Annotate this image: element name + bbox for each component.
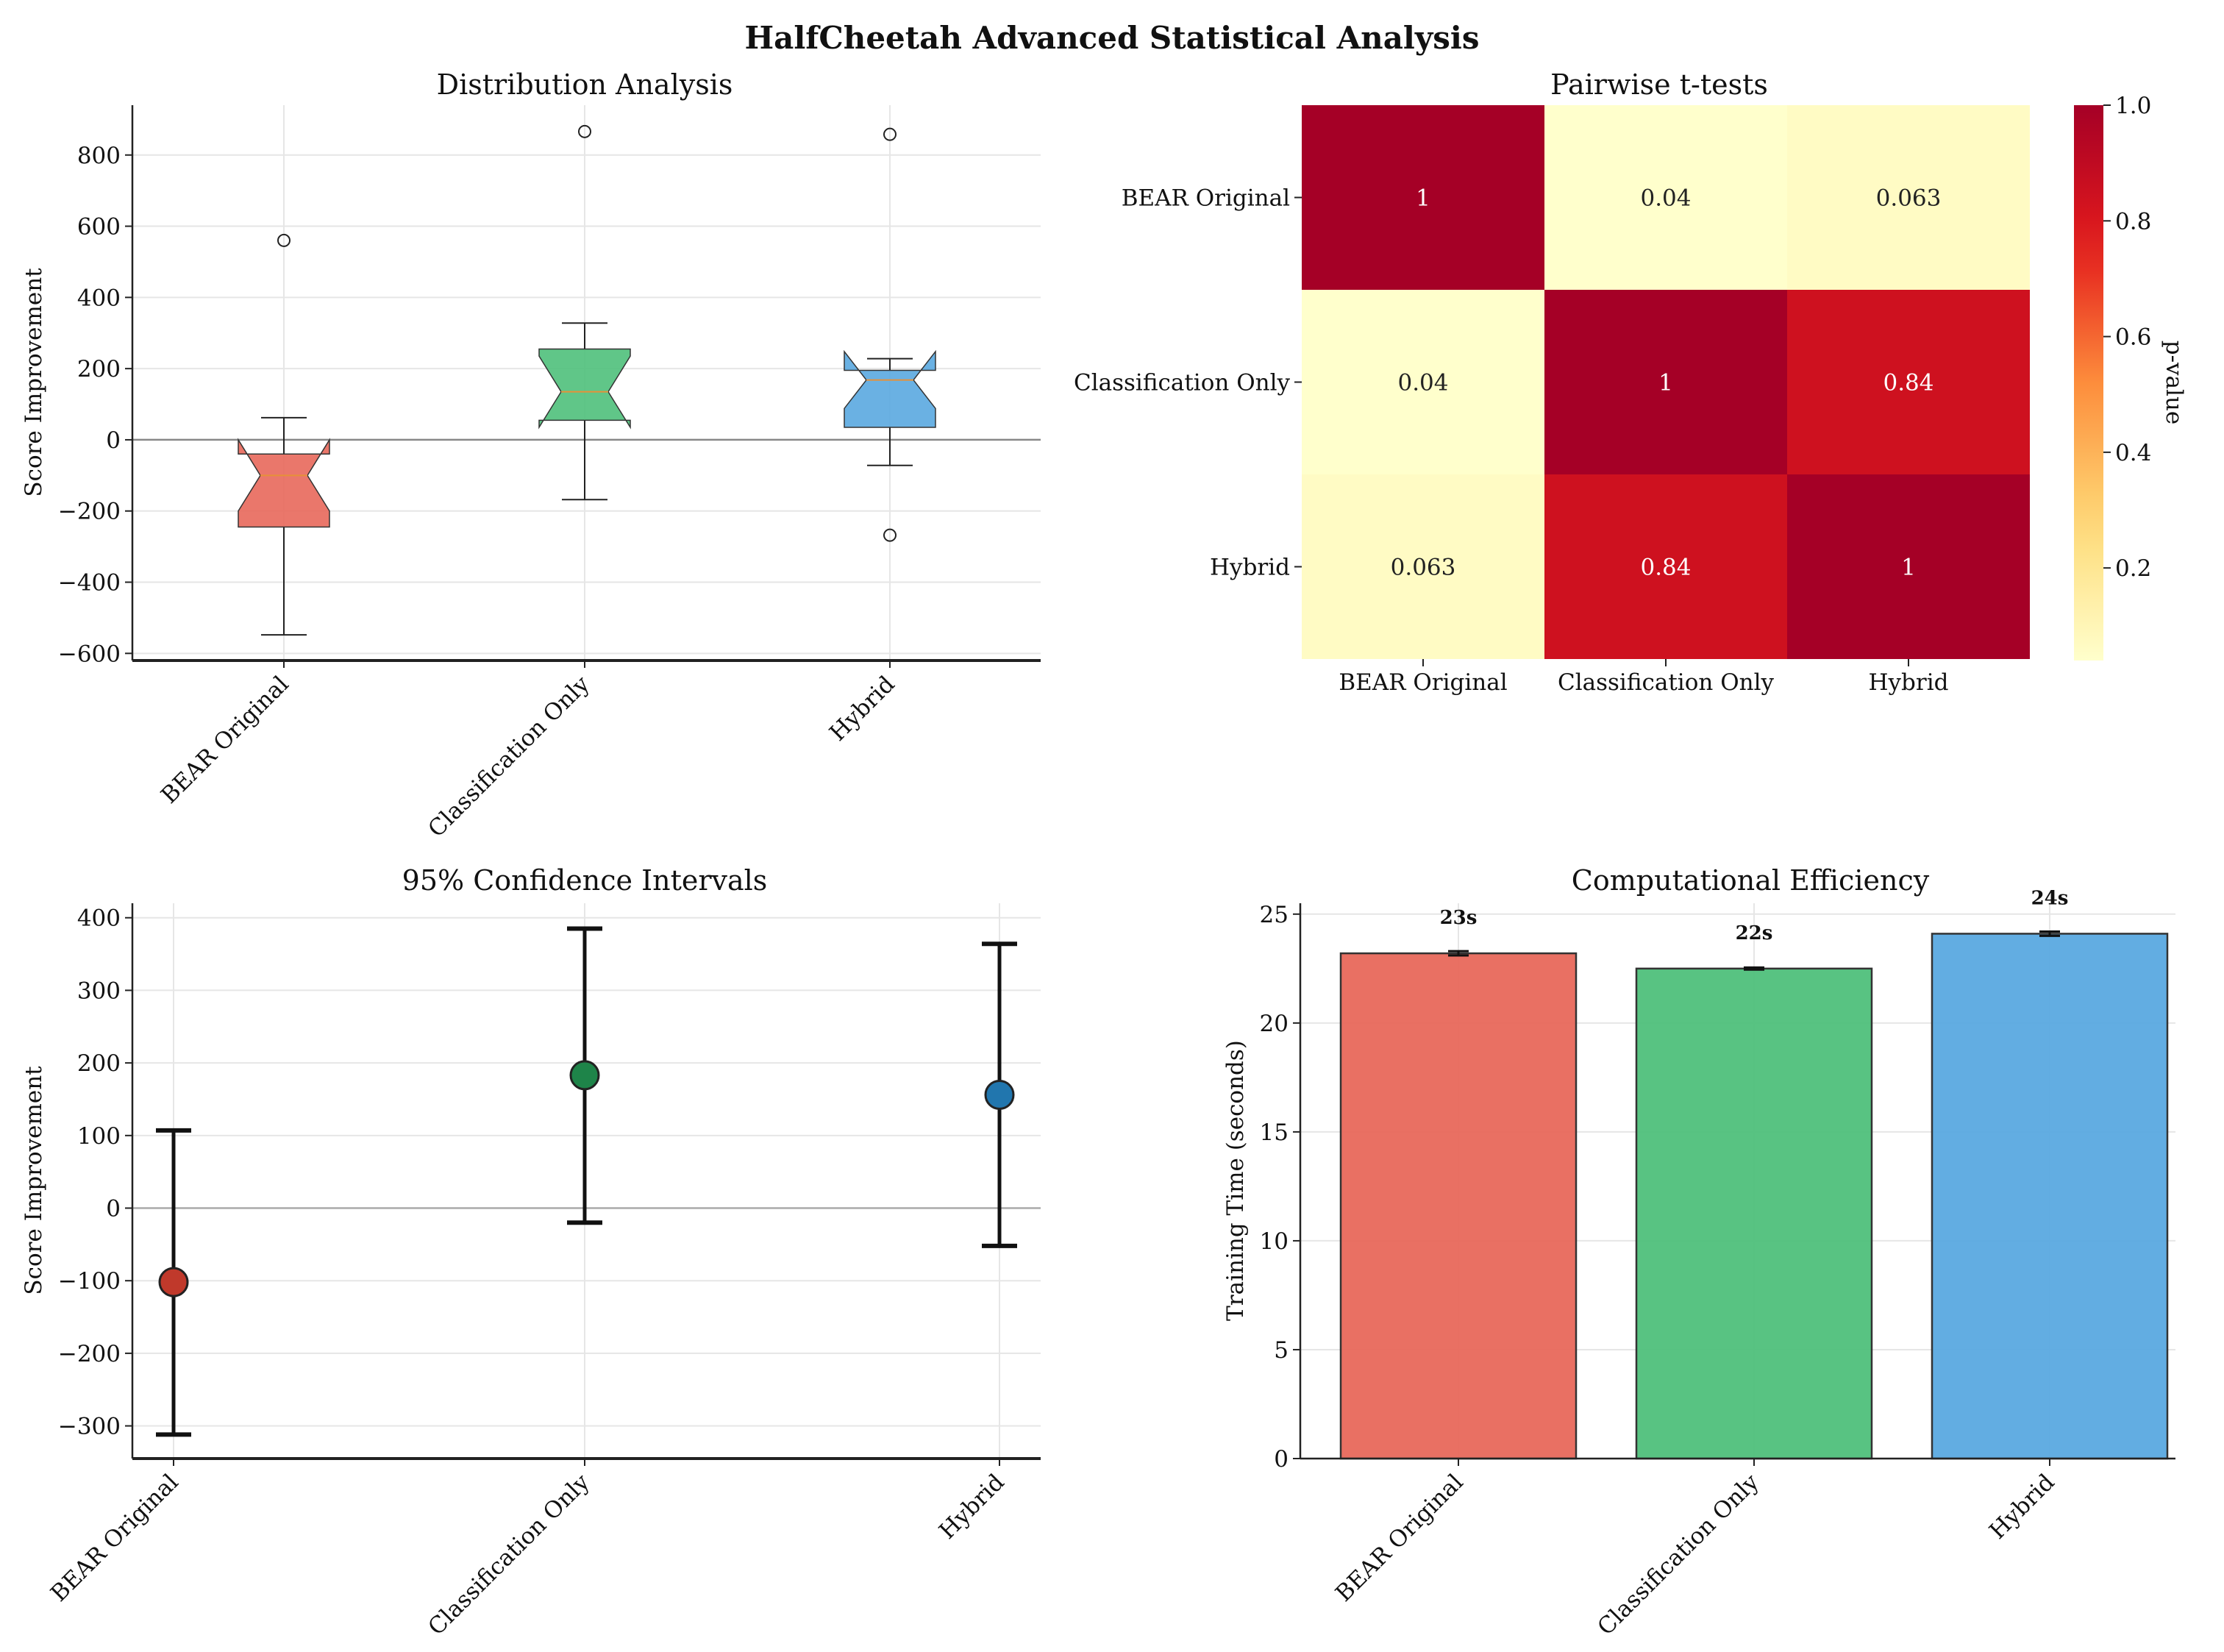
efficiency-ylabel: Training Time (seconds)	[1222, 1040, 1249, 1321]
column-label: Classification Only	[1558, 669, 1775, 696]
cell-annotation: 0.04	[1397, 370, 1448, 396]
y-tick-label: 0	[1274, 1446, 1289, 1473]
colorbar	[2074, 105, 2103, 661]
y-tick-label: 15	[1260, 1119, 1289, 1146]
colorbar-tick-label: 0.4	[2115, 440, 2151, 466]
row-label: Hybrid	[1210, 555, 1290, 581]
y-tick-label: −600	[58, 641, 121, 667]
colorbar-tick-label: 0.2	[2115, 555, 2151, 582]
confidence-intervals-panel: 95% Confidence Intervals Score Improveme…	[21, 864, 1041, 1641]
cell-annotation: 0.84	[1883, 370, 1933, 396]
row-label: BEAR Original	[1122, 185, 1290, 212]
bar-value-label: 24s	[2031, 887, 2069, 909]
y-tick-label: 300	[77, 978, 121, 1004]
y-tick-label: −200	[58, 499, 121, 525]
box-classification-only	[538, 348, 631, 430]
y-tick-label: 400	[77, 285, 121, 311]
distribution-ylabel: Score Improvement	[21, 268, 47, 497]
x-tick-label: Hybrid	[934, 1469, 1010, 1545]
efficiency-title: Computational Efficiency	[1572, 864, 1930, 897]
row-label: Classification Only	[1074, 370, 1291, 396]
bar-classification-only	[1635, 967, 1873, 1460]
ci-title: 95% Confidence Intervals	[402, 864, 768, 897]
x-tick-label: BEAR Original	[156, 671, 294, 809]
y-tick-label: 0	[106, 1196, 121, 1222]
outlier-point	[883, 528, 897, 542]
cell-annotation: 0.063	[1876, 185, 1942, 212]
heatmap-cell	[1302, 474, 1544, 659]
mean-point-bear-original	[158, 1267, 189, 1297]
cell-annotation: 1	[1901, 555, 1916, 581]
x-tick-label: BEAR Original	[1330, 1469, 1469, 1607]
y-tick-label: −300	[58, 1414, 121, 1440]
cell-annotation: 1	[1416, 185, 1430, 212]
distribution-analysis-panel: Distribution Analysis Score Improvement …	[21, 68, 1041, 843]
heatmap-cell	[1302, 290, 1544, 474]
cell-annotation: 1	[1658, 370, 1673, 396]
y-tick-label: 200	[77, 356, 121, 382]
figure-title: HalfCheetah Advanced Statistical Analysi…	[744, 20, 1479, 56]
box-hybrid	[844, 349, 936, 428]
x-tick-label: BEAR Original	[46, 1469, 184, 1607]
colorbar-tick-label: 0.8	[2115, 208, 2151, 235]
outlier-point	[883, 127, 897, 141]
heatmap-cell	[1544, 290, 1787, 474]
y-tick-label: 25	[1260, 902, 1289, 928]
y-tick-label: 100	[77, 1123, 121, 1150]
colorbar-label: p-value	[2161, 341, 2187, 425]
bar-value-label: 22s	[1736, 922, 1773, 944]
bar-bear-original	[1339, 952, 1578, 1460]
y-tick-label: 400	[77, 905, 121, 932]
y-tick-label: 20	[1260, 1011, 1289, 1037]
bar-hybrid	[1931, 933, 2169, 1460]
y-tick-label: 10	[1260, 1228, 1289, 1255]
column-label: BEAR Original	[1339, 669, 1507, 696]
colorbar-tick-label: 0.6	[2115, 324, 2151, 351]
y-tick-label: 800	[77, 143, 121, 169]
heatmap-cell	[1544, 474, 1787, 659]
x-tick-label: Classification Only	[423, 671, 595, 843]
y-tick-label: −400	[58, 570, 121, 597]
y-tick-label: 600	[77, 214, 121, 241]
colorbar-tick-label: 1.0	[2115, 93, 2151, 119]
x-tick-label: Hybrid	[824, 671, 900, 747]
cell-annotation: 0.84	[1640, 555, 1691, 581]
x-tick-label: Classification Only	[423, 1469, 595, 1641]
heatmap-cell	[1787, 474, 2030, 659]
y-tick-label: −100	[58, 1268, 121, 1295]
computational-efficiency-panel: Computational Efficiency Training Time (…	[1222, 864, 2175, 1641]
mean-point-hybrid	[984, 1080, 1015, 1111]
box-bear-original	[238, 438, 330, 528]
heatmap-cell	[1787, 290, 2030, 474]
outlier-point	[578, 124, 591, 138]
y-tick-label: 0	[106, 427, 121, 454]
distribution-title: Distribution Analysis	[437, 68, 733, 101]
heatmap-cell	[1787, 105, 2030, 290]
heatmap-cell	[1544, 105, 1787, 290]
y-tick-label: 200	[77, 1050, 121, 1077]
cell-annotation: 0.04	[1640, 185, 1691, 212]
heatmap-cell	[1302, 105, 1544, 290]
ci-ylabel: Score Improvement	[21, 1066, 47, 1295]
mean-point-classification-only	[569, 1060, 600, 1091]
column-label: Hybrid	[1869, 669, 1949, 696]
x-tick-label: Classification Only	[1592, 1469, 1764, 1641]
bar-value-label: 23s	[1440, 907, 1478, 929]
cell-annotation: 0.063	[1391, 555, 1456, 581]
y-tick-label: −200	[58, 1341, 121, 1367]
heatmap-title: Pairwise t-tests	[1550, 68, 1768, 101]
outlier-point	[277, 233, 291, 247]
y-tick-label: 5	[1274, 1337, 1289, 1364]
pairwise-ttests-panel: Pairwise t-tests p-value 1 0.04 0.063 0.04 1…	[1074, 68, 2187, 696]
x-tick-label: Hybrid	[1984, 1469, 2060, 1545]
